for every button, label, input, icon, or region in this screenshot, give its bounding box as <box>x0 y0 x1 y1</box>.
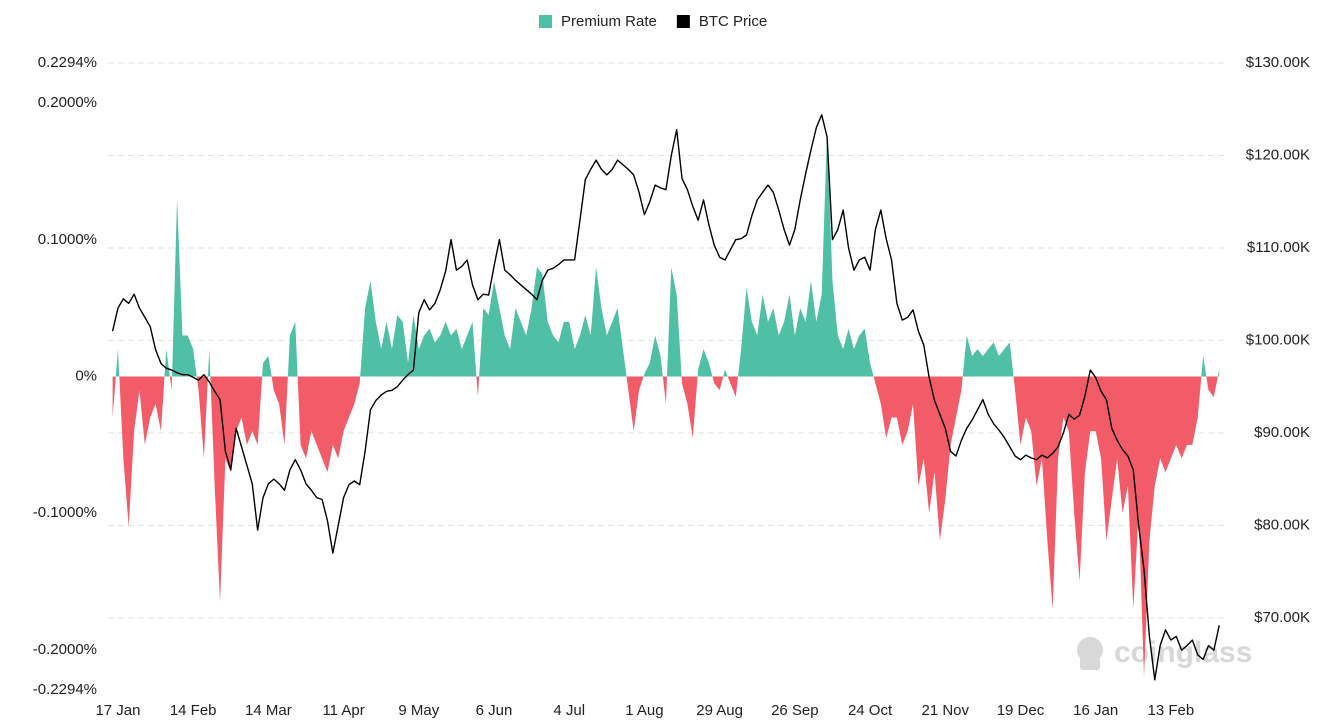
x-tick-label: 16 Jan <box>1073 702 1118 719</box>
x-tick-label: 13 Feb <box>1148 702 1195 719</box>
x-tick-label: 4 Jul <box>553 702 585 719</box>
legend-label: BTC Price <box>699 13 767 30</box>
y2-tick-label: $110.00K <box>1247 239 1310 256</box>
x-tick-label: 1 Aug <box>625 702 663 719</box>
watermark-logo <box>1077 637 1103 670</box>
y2-tick-label: $130.00K <box>1246 54 1310 71</box>
watermark-group: coinglass <box>1077 636 1252 670</box>
y2-tick-label: $80.00K <box>1254 516 1310 533</box>
plot-area <box>111 114 1220 681</box>
y2-tick-label: $120.00K <box>1246 146 1310 163</box>
x-tick-label: 11 Apr <box>322 702 364 719</box>
x-tick-label: 29 Aug <box>696 702 743 719</box>
y-tick-label: -0.2294% <box>33 681 97 698</box>
watermark: coinglass <box>1114 636 1252 669</box>
y-tick-label: -0.2000% <box>33 641 97 658</box>
legend: Premium Rate BTC Price <box>539 13 767 30</box>
grid <box>108 62 1224 619</box>
y2-tick-label: $90.00K <box>1254 424 1310 441</box>
y-tick-label: 0.2294% <box>38 54 97 71</box>
x-tick-label: 14 Mar <box>245 702 292 719</box>
y2-tick-label: $70.00K <box>1254 609 1310 626</box>
y-tick-label: 0.1000% <box>38 231 97 248</box>
y-tick-label: 0.2000% <box>38 94 97 111</box>
x-tick-label: 24 Oct <box>848 702 893 719</box>
y-tick-label: -0.1000% <box>33 504 97 521</box>
x-tick-label: 19 Dec <box>997 702 1045 719</box>
legend-swatch <box>676 15 690 28</box>
btc-price-line <box>111 114 1220 681</box>
y-tick-label: 0% <box>75 367 97 384</box>
legend-swatch <box>539 15 552 28</box>
x-tick-label: 17 Jan <box>95 702 140 719</box>
premium-area <box>112 130 1220 678</box>
y2-tick-label: $100.00K <box>1246 331 1310 348</box>
legend-label: Premium Rate <box>561 13 657 30</box>
x-tick-label: 6 Jun <box>476 702 513 719</box>
x-tick-label: 9 May <box>398 702 439 719</box>
x-tick-label: 26 Sep <box>771 702 819 719</box>
x-tick-label: 14 Feb <box>170 702 217 719</box>
x-tick-label: 21 Nov <box>921 702 969 719</box>
